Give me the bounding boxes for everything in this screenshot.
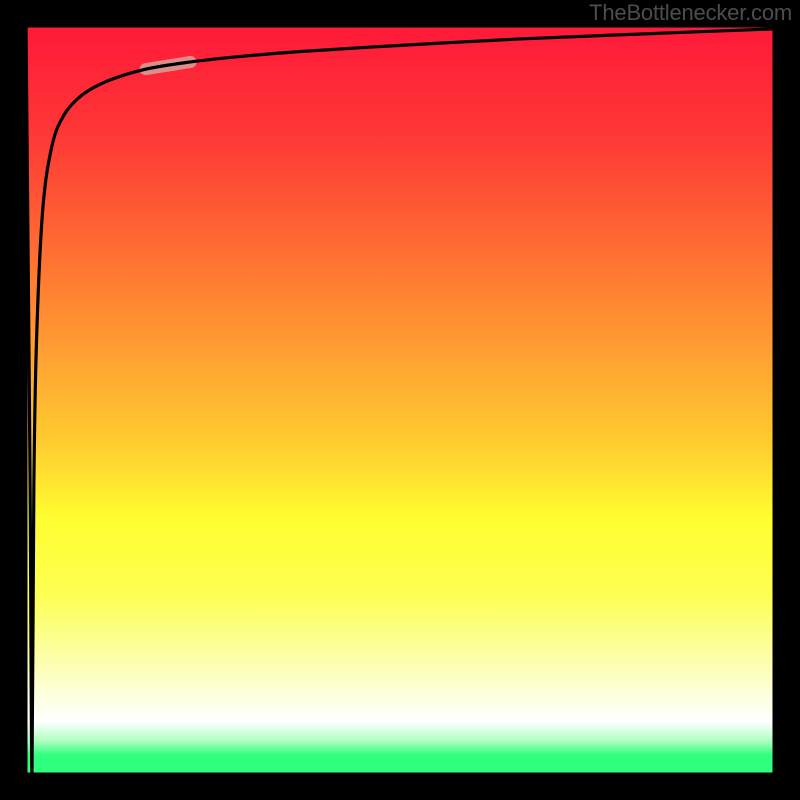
chart-svg — [0, 0, 800, 800]
chart-root: TheBottlenecker.com — [0, 0, 800, 800]
plot-area-background — [26, 26, 774, 774]
